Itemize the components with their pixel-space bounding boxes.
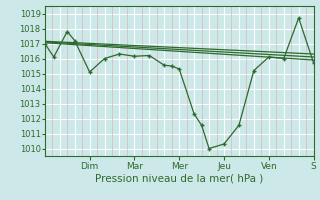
X-axis label: Pression niveau de la mer( hPa ): Pression niveau de la mer( hPa ) [95,173,263,183]
